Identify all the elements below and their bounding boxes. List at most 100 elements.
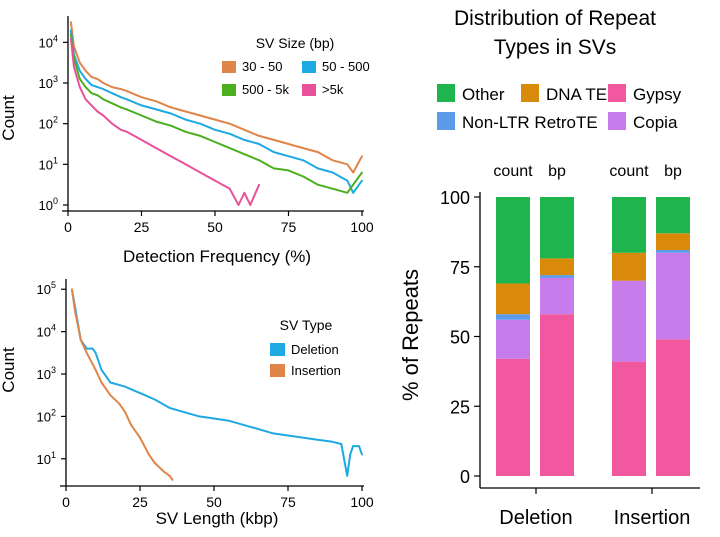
legend-swatch-0 [270, 343, 285, 356]
series-point [140, 139, 143, 141]
series-point [78, 78, 81, 80]
group-label-0: Deletion [499, 507, 572, 529]
legend-label-1: 50 - 500 [322, 59, 370, 74]
series-point [184, 118, 187, 121]
y-tick-exponent: 3 [53, 74, 58, 84]
series-point [72, 65, 75, 68]
series-point [361, 453, 363, 456]
series-point [331, 171, 334, 174]
bar-segment-1 [540, 277, 574, 315]
series-point [331, 159, 334, 162]
series-point [258, 183, 260, 186]
series-point [214, 141, 216, 143]
series-point [287, 143, 290, 145]
series-point [183, 411, 186, 414]
legend-label-0: Deletion [291, 342, 339, 357]
series-point [242, 423, 245, 426]
legend-label-3: >5k [322, 82, 344, 97]
series-point [272, 432, 275, 435]
series-point [352, 171, 355, 174]
series-point [96, 94, 99, 97]
series-point [214, 118, 216, 121]
y-tick-exponent: 0 [53, 196, 58, 206]
series-point [168, 474, 171, 477]
series-point [125, 130, 128, 133]
series-point [168, 407, 171, 409]
legend-label-2: 500 - 5k [242, 82, 289, 97]
y-tick-label: 100 [39, 196, 58, 213]
series-point [120, 88, 122, 90]
bar-segment-1 [540, 197, 574, 259]
y-tick-label: 102 [37, 407, 56, 424]
panel-b-legend-title: SV Type [280, 317, 333, 333]
legend-label-1: DNA TE [546, 85, 607, 104]
y-tick-exponent: 4 [51, 323, 56, 333]
series-point [85, 351, 88, 354]
series-point [199, 171, 202, 174]
y-tick-label: 104 [39, 33, 58, 50]
series-point [352, 445, 355, 447]
series-point [249, 204, 252, 206]
bar-segment-3 [656, 250, 690, 253]
series-point [170, 106, 172, 109]
series-point [184, 110, 187, 113]
series-point [102, 82, 105, 84]
series-point [85, 347, 88, 350]
panel-c-title-line-1: Distribution of Repeat [454, 7, 656, 30]
panel-c-bars: count bp count bp [493, 163, 690, 476]
series-point [287, 434, 289, 437]
legend-label-4: Copia [633, 113, 678, 132]
panel-c-y-axis-label: % of Repeats [398, 269, 423, 401]
bar-label-2: count [609, 163, 649, 180]
series-point [109, 394, 112, 397]
series-point [170, 124, 172, 127]
series-point [91, 347, 94, 350]
series-point [70, 33, 72, 36]
series-point [272, 139, 275, 141]
legend-swatch-1 [302, 61, 316, 73]
bar-segment-0 [496, 319, 530, 359]
series-point [70, 29, 72, 32]
series-point [317, 151, 319, 154]
series-point [120, 106, 122, 109]
series-point [78, 69, 81, 72]
series-point [96, 86, 99, 88]
series-point [302, 147, 305, 149]
series-point [170, 112, 172, 115]
legend-label-1: Insertion [291, 363, 341, 378]
series-point [153, 462, 156, 464]
series-point [120, 96, 122, 99]
x-tick-label: 50 [206, 494, 222, 510]
x-tick-label: 100 [350, 494, 374, 510]
panel-c-legend: Other DNA TE Gypsy Non-LTR RetroTE Copia [437, 84, 682, 132]
x-tick-label: 50 [207, 219, 223, 235]
series-point [84, 78, 87, 80]
series-point [84, 69, 87, 72]
legend-swatch-1 [270, 364, 285, 377]
series-point [258, 143, 260, 145]
series-point [258, 159, 260, 162]
series-point [199, 114, 202, 117]
series-point [237, 204, 240, 206]
series-point [71, 288, 73, 291]
series-point [125, 108, 128, 111]
series-point [139, 436, 141, 439]
legend-swatch-2 [222, 84, 236, 96]
bar-segment-3 [656, 197, 690, 234]
legend-swatch-4 [608, 112, 626, 130]
bar-segment-2 [612, 252, 646, 281]
series-point [102, 88, 105, 90]
panel-a-legend: SV Size (bp) 30 - 50 50 - 500 500 - 5k >5k [222, 35, 370, 97]
series-point [272, 167, 275, 170]
y-tick-label: 50 [450, 328, 470, 348]
series-point [70, 37, 72, 40]
series-point [124, 411, 127, 414]
series-point [352, 191, 355, 194]
y-tick-exponent: 2 [53, 115, 58, 125]
legend-swatch-3 [302, 84, 316, 96]
series-point [139, 392, 141, 394]
series-point [90, 84, 93, 86]
panel-a-x-axis-label: Detection Frequency (%) [123, 247, 311, 266]
series-point [120, 128, 122, 131]
series-point [100, 381, 103, 384]
